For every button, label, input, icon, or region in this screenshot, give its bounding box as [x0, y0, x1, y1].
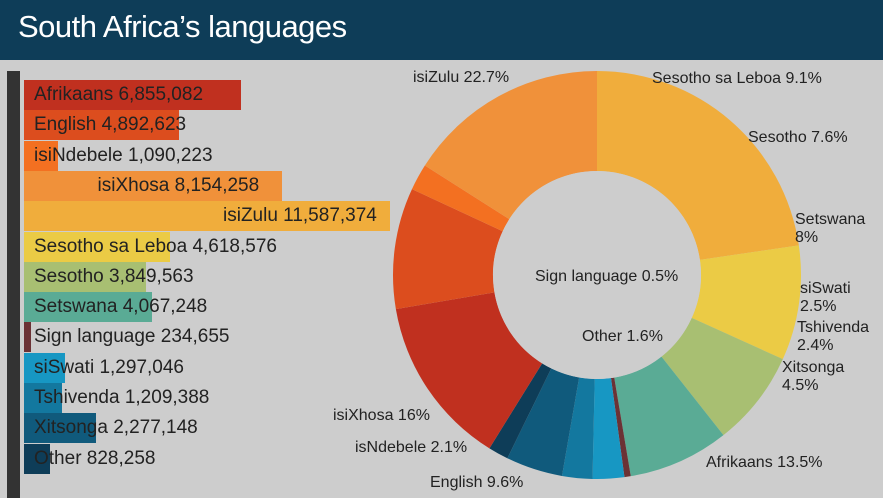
bar-label-siswati: siSwati 1,297,046 — [34, 356, 184, 378]
slice-sign-language — [610, 377, 631, 478]
bar-isindebele — [24, 140, 59, 171]
bar-label-xitsonga: Xitsonga 2,277,148 — [34, 417, 198, 439]
slice-label-setswana: Setswana 8% — [795, 211, 865, 246]
slice-label-xitsonga: Xitsonga 4.5% — [782, 359, 844, 394]
slice-label-isixhosa: isiXhosa 16% — [333, 407, 430, 424]
slice-isizulu — [597, 71, 799, 260]
bar-sign-language — [24, 322, 32, 353]
slice-tshivenda — [561, 377, 595, 479]
bar-setswana — [24, 292, 153, 323]
donut-hole — [493, 171, 701, 379]
slice-isixhosa — [424, 71, 597, 220]
bar-label-sign-language: Sign language 234,655 — [34, 326, 230, 348]
slice-setswana — [614, 356, 724, 477]
slice-english — [393, 189, 503, 310]
slice-label-sesotho: Sesotho 7.6% — [748, 129, 848, 146]
slice-label-sesotho-sa-leboa: Sesotho sa Leboa 9.1% — [652, 70, 822, 87]
bar-afrikaans — [24, 80, 241, 110]
slice-label-afrikaans: Afrikaans 13.5% — [706, 454, 823, 471]
bar-label-isindebele: isiNdebele 1,090,223 — [34, 144, 213, 166]
slice-other — [489, 363, 552, 459]
bar-label-tshivenda: Tshivenda 1,209,388 — [34, 387, 210, 408]
slice-afrikaans — [395, 292, 543, 449]
bar-chart-axis — [7, 71, 20, 498]
bar-label-setswana: Setswana 4,067,248 — [34, 296, 208, 318]
page-title: South Africa’s languages — [18, 9, 347, 44]
bar-xitsonga — [24, 413, 96, 444]
header: South Africa’s languages — [0, 0, 883, 60]
bar-other — [24, 443, 51, 474]
bar-siswati — [24, 352, 65, 383]
bar-sesotho-sa-leboa — [24, 231, 170, 262]
bar-label-isizulu: isiZulu 11,587,374 — [223, 205, 377, 227]
bar-tshivenda — [24, 383, 63, 413]
slice-siswati — [592, 378, 625, 479]
bar-english — [24, 110, 179, 141]
slice-xitsonga — [507, 368, 580, 476]
slice-label-tshivenda: Tshivenda 2.4% — [797, 319, 869, 354]
slice-label-english: English 9.6% — [430, 474, 523, 491]
slice-isndebele — [411, 165, 510, 232]
bar-isizulu — [24, 201, 390, 232]
bar-label-english: English 4,892,623 — [34, 114, 187, 136]
slice-label-sign-language: Sign language 0.5% — [535, 268, 678, 285]
bar-sesotho — [24, 261, 146, 292]
bar-label-sesotho-sa-leboa: Sesotho sa Leboa 4,618,576 — [34, 235, 277, 257]
bar-label-other: Other 828,258 — [34, 447, 156, 469]
bar-label-isixhosa: isiXhosa 8,154,258 — [97, 174, 260, 196]
bar-label-sesotho: Sesotho 3,849,563 — [34, 265, 194, 287]
slice-label-isizulu: isiZulu 22.7% — [413, 69, 509, 86]
slice-label-other: Other 1.6% — [582, 328, 663, 345]
bar-label-afrikaans: Afrikaans 6,855,082 — [34, 84, 204, 105]
bar-isixhosa — [24, 170, 282, 201]
slice-label-isndebele: isNdebele 2.1% — [355, 439, 467, 456]
slice-sesotho — [661, 317, 783, 436]
slice-sesotho-sa-leboa — [691, 245, 801, 360]
slice-label-siswati: siSwati 2.5% — [800, 280, 851, 315]
